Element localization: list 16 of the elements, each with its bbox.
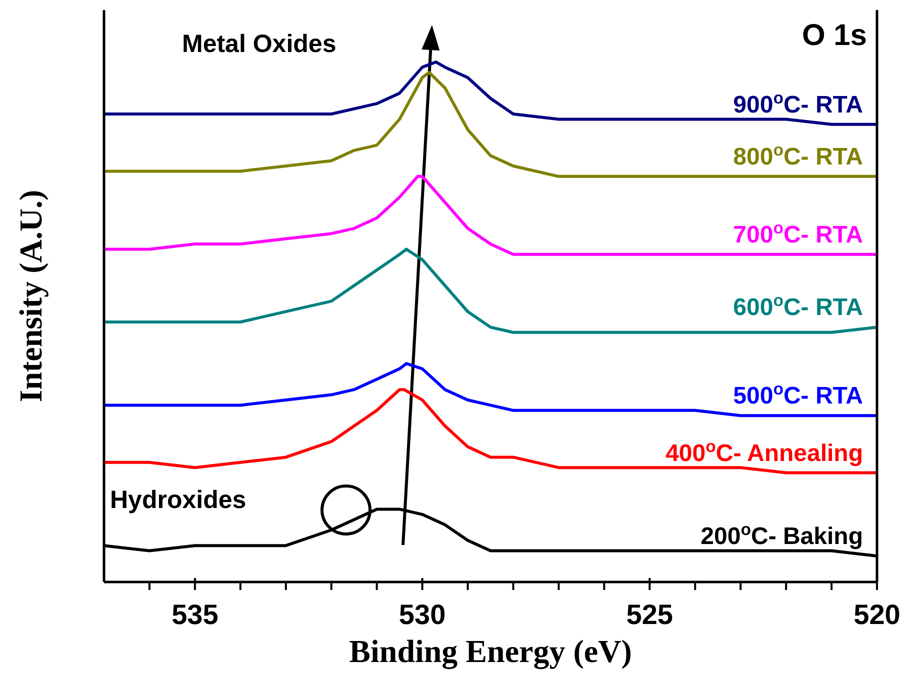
- series-label: 900$^{o}$C- RTA: [733, 88, 863, 118]
- series-label: 600$^{o}$C- RTA: [733, 290, 863, 322]
- x-tick-label: 520: [854, 599, 900, 630]
- text: Metal Oxides: [182, 30, 336, 58]
- x-tick-label: 535: [172, 599, 218, 630]
- series-label: 200$^{o}$C- Baking: [700, 520, 863, 550]
- series-label: 800$^{o}$C- RTA: [733, 140, 863, 170]
- annotation: Hydroxides: [110, 486, 246, 514]
- x-tick-label: 530: [398, 599, 446, 630]
- series-label: 700$^{o}$C- RTA: [733, 218, 863, 248]
- x-axis-title: Binding Energy (eV): [349, 633, 632, 670]
- series-label: 500$^{o}$C- RTA: [733, 379, 863, 410]
- x-tick-label: 525: [626, 599, 674, 630]
- text: O 1s: [802, 19, 867, 52]
- series-label: 400$^{o}$C- Annealing: [666, 436, 863, 467]
- y-axis-title: Intensity (A.U.): [12, 190, 48, 402]
